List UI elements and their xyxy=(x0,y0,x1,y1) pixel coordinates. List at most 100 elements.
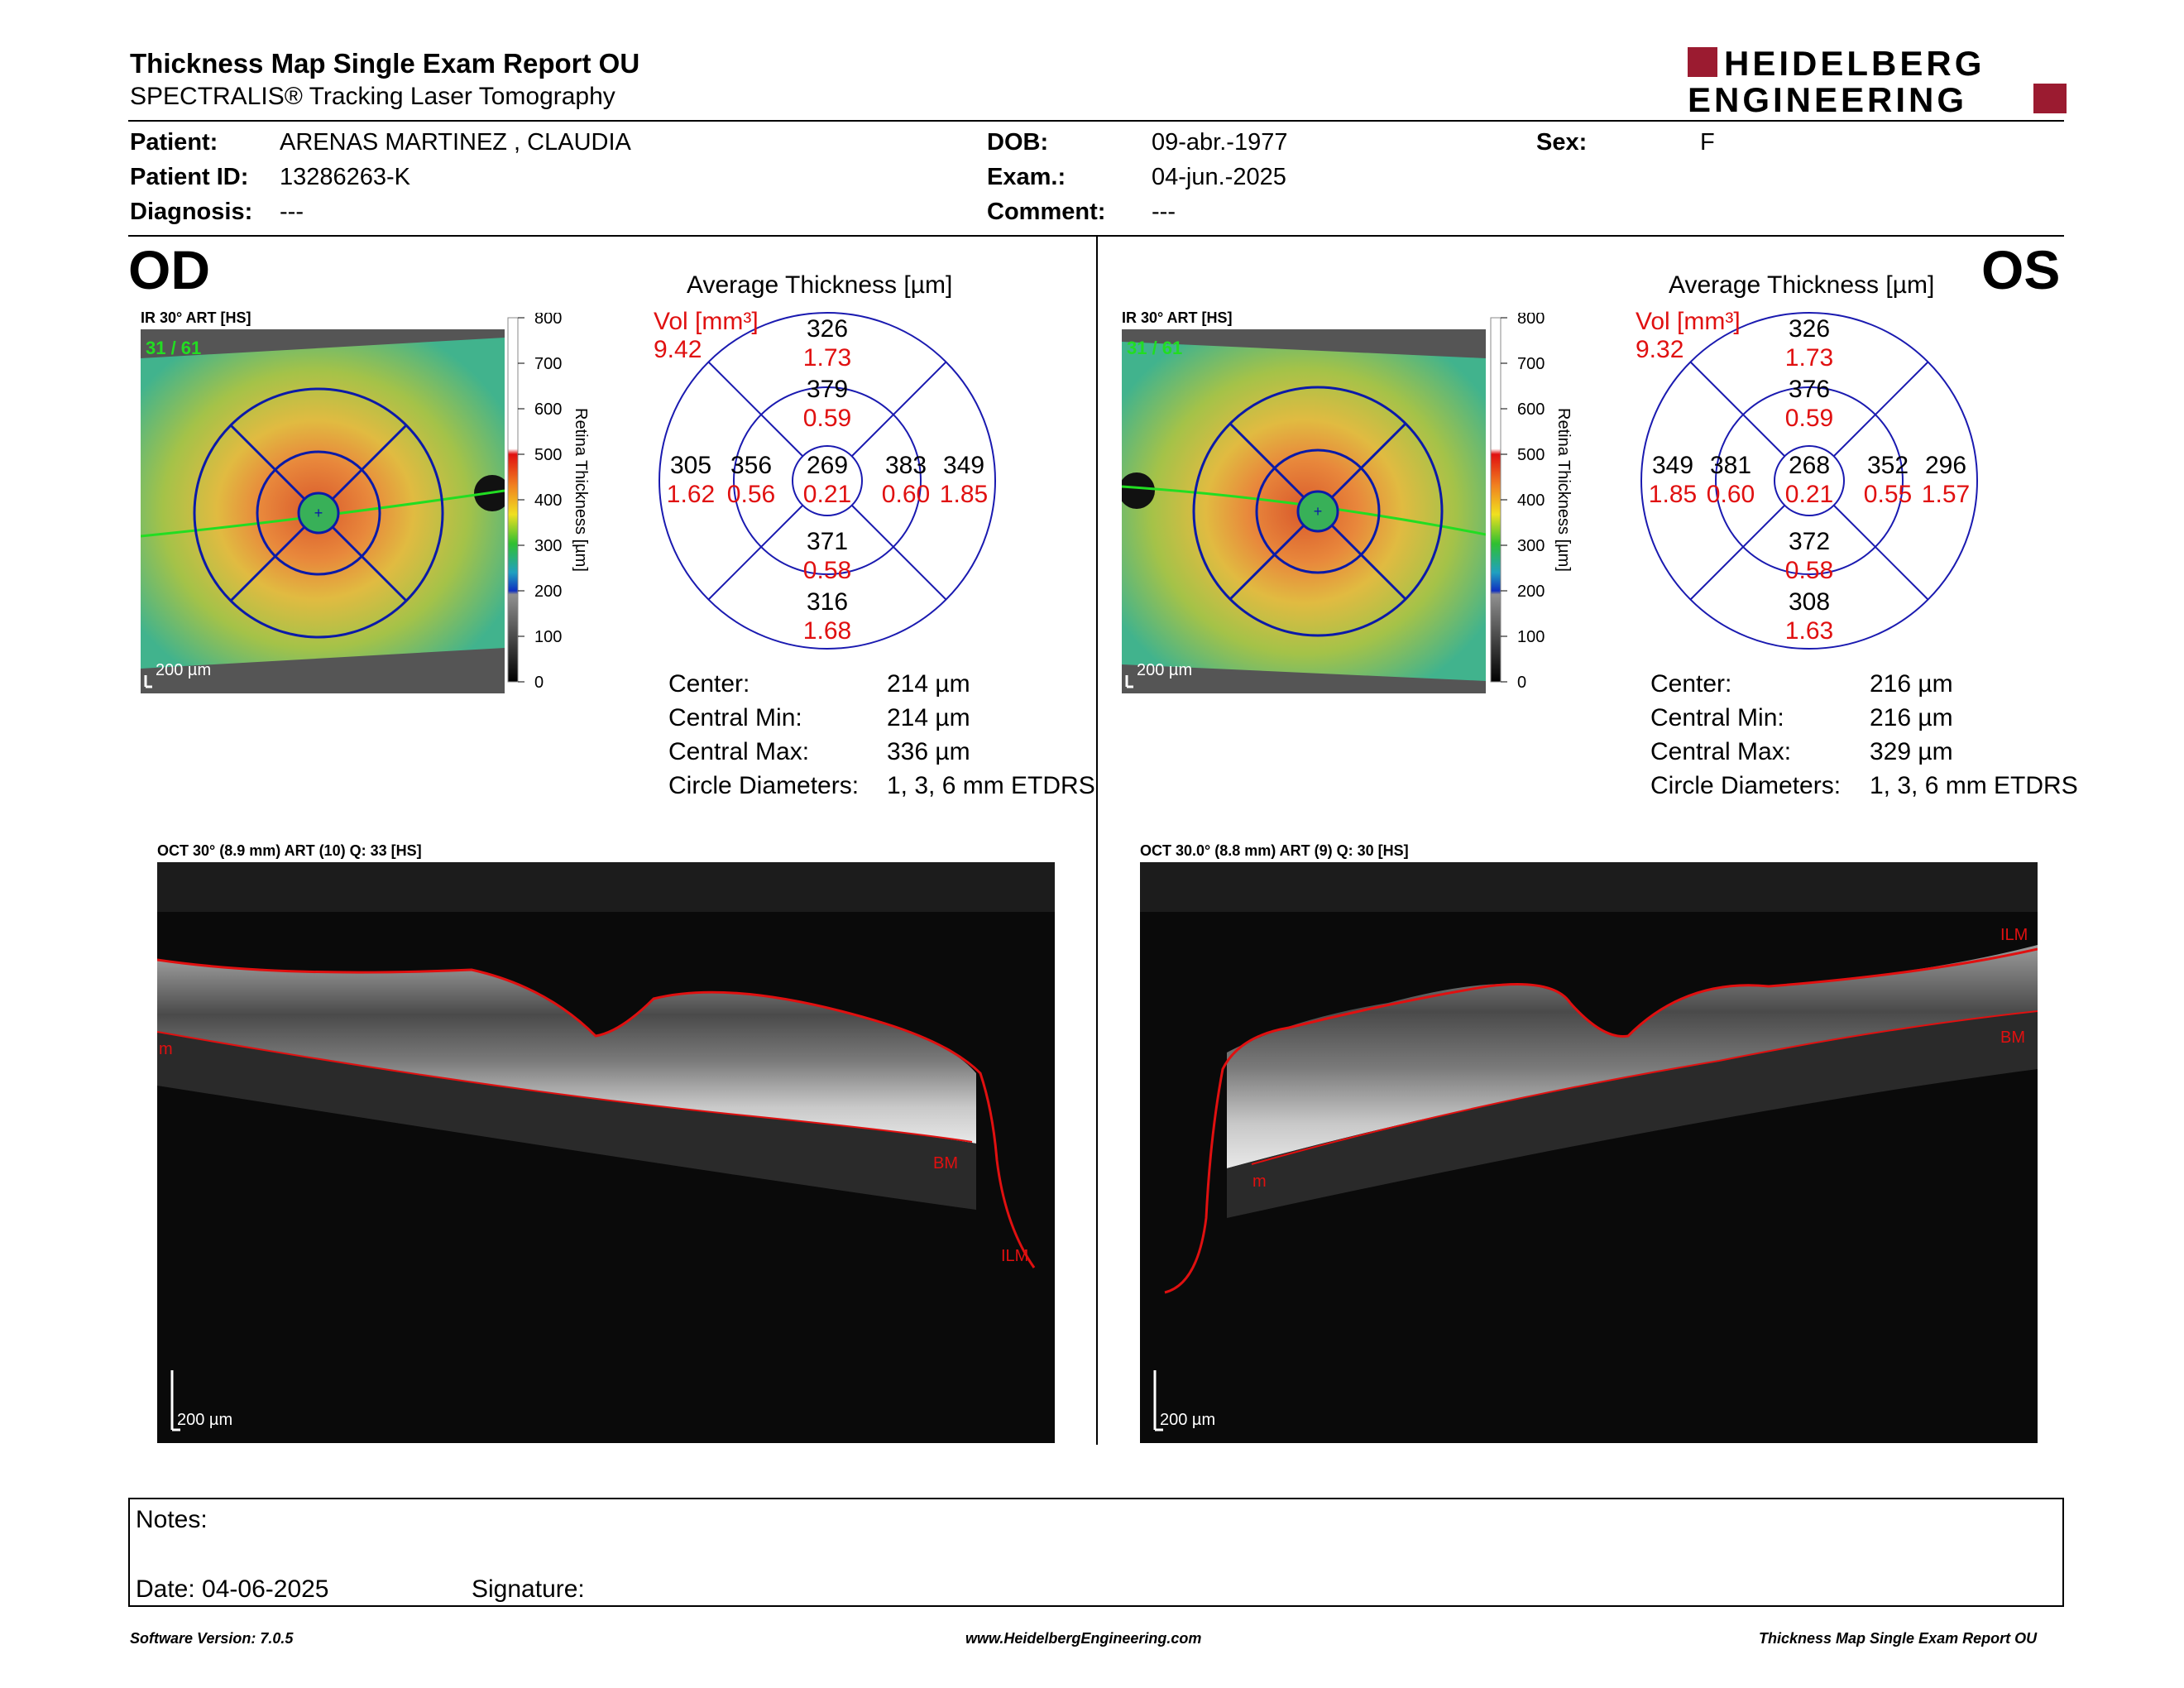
os-oct-bscan: ILM BM m 200 µm xyxy=(1140,862,2038,1443)
od-oct-bm-label: BM xyxy=(933,1154,958,1172)
od-eye-label: OD xyxy=(128,239,210,300)
patient-id: 13286263-K xyxy=(280,164,411,190)
svg-text:1.68: 1.68 xyxy=(803,617,851,645)
svg-text:0.59: 0.59 xyxy=(803,405,851,432)
svg-text:1.85: 1.85 xyxy=(940,481,988,508)
svg-text:200: 200 xyxy=(534,583,562,601)
os-stat-diam-label: Circle Diameters: xyxy=(1650,772,1842,799)
svg-text:308: 308 xyxy=(1789,588,1830,616)
exam-value: 04-jun.-2025 xyxy=(1152,164,1286,190)
notes-label: Notes: xyxy=(136,1506,208,1533)
svg-text:0.21: 0.21 xyxy=(803,481,851,508)
svg-text:352: 352 xyxy=(1867,452,1909,479)
od-etdrs-grid: 326 1.73 379 0.59 305 1.62 356 0.56 269 … xyxy=(659,312,996,650)
report-subtitle: SPECTRALIS® Tracking Laser Tomography xyxy=(130,83,615,110)
os-stat-max-value: 329 µm xyxy=(1870,738,1953,765)
svg-text:316: 316 xyxy=(807,588,848,616)
os-fundus-image: + 31 / 61 200 µm xyxy=(1122,329,1486,693)
footer-report-name: Thickness Map Single Exam Report OU xyxy=(1759,1630,2038,1647)
os-eye-label: OS xyxy=(1981,239,2061,300)
svg-text:1.73: 1.73 xyxy=(803,344,851,372)
os-stat-max-label: Central Max: xyxy=(1650,738,1792,765)
os-stat-min-value: 216 µm xyxy=(1870,704,1953,731)
svg-text:371: 371 xyxy=(807,528,848,555)
svg-text:1.62: 1.62 xyxy=(667,481,715,508)
signature-label: Signature: xyxy=(472,1575,585,1603)
svg-text:269: 269 xyxy=(807,452,848,479)
svg-text:326: 326 xyxy=(807,315,848,343)
footer-website[interactable]: www.HeidelbergEngineering.com xyxy=(965,1630,1202,1647)
svg-text:376: 376 xyxy=(1789,376,1830,403)
patient-id-label: Patient ID: xyxy=(130,164,249,190)
od-stat-min-label: Central Min: xyxy=(668,704,802,731)
os-colorbar: 800 700 600 500 400 300 200 100 0 Retina… xyxy=(1490,313,1573,692)
svg-text:326: 326 xyxy=(1789,315,1830,343)
od-colorbar: 800 700 600 500 400 300 200 100 0 Retina… xyxy=(507,313,590,692)
logo-line1: HEIDELBERG xyxy=(1724,46,1985,83)
od-oct-left-label: m xyxy=(159,1040,173,1058)
svg-text:600: 600 xyxy=(1517,400,1545,419)
os-etdrs-grid: 326 1.73 376 0.59 349 1.85 381 0.60 268 … xyxy=(1640,312,1978,650)
od-fundus-image: + 31 / 61 200 µm xyxy=(141,329,505,693)
sex-label: Sex: xyxy=(1536,129,1588,156)
svg-text:305: 305 xyxy=(670,452,711,479)
os-stat-diam-value: 1, 3, 6 mm ETDRS xyxy=(1870,772,2078,799)
svg-text:0.60: 0.60 xyxy=(882,481,930,508)
svg-text:0.56: 0.56 xyxy=(727,481,775,508)
svg-text:100: 100 xyxy=(534,628,562,646)
os-vol-value: 9.32 xyxy=(1636,336,1684,363)
comment-label: Comment: xyxy=(987,199,1106,225)
od-vol-label: Vol [mm³] xyxy=(654,308,759,335)
svg-text:381: 381 xyxy=(1710,452,1751,479)
svg-text:0.55: 0.55 xyxy=(1864,481,1912,508)
svg-text:349: 349 xyxy=(1652,452,1693,479)
svg-text:0: 0 xyxy=(1517,674,1526,692)
os-scale-label: 200 µm xyxy=(1137,661,1192,679)
dob-label: DOB: xyxy=(987,129,1049,156)
os-oct-left-label: m xyxy=(1252,1172,1267,1191)
os-stat-min-label: Central Min: xyxy=(1650,704,1784,731)
svg-text:700: 700 xyxy=(1517,355,1545,373)
od-stat-max-value: 336 µm xyxy=(887,738,970,765)
svg-text:1.85: 1.85 xyxy=(1649,481,1697,508)
svg-text:0.58: 0.58 xyxy=(1785,557,1833,584)
svg-text:400: 400 xyxy=(1517,492,1545,510)
svg-text:100: 100 xyxy=(1517,628,1545,646)
notes-box xyxy=(128,1498,2064,1607)
os-oct-bm-label: BM xyxy=(2000,1029,2025,1047)
svg-text:0.60: 0.60 xyxy=(1707,481,1755,508)
heidelberg-logo: HEIDELBERG ENGINEERING xyxy=(1688,46,2067,116)
exam-label: Exam.: xyxy=(987,164,1066,190)
svg-text:1.73: 1.73 xyxy=(1785,344,1833,372)
od-oct-bscan: m BM ILM 200 µm xyxy=(157,862,1055,1443)
od-oct-caption: OCT 30° (8.9 mm) ART (10) Q: 33 [HS] xyxy=(157,842,422,859)
svg-text:268: 268 xyxy=(1789,452,1830,479)
svg-text:800: 800 xyxy=(534,313,562,328)
os-vol-label: Vol [mm³] xyxy=(1636,308,1741,335)
od-stat-diam-value: 1, 3, 6 mm ETDRS xyxy=(887,772,1095,799)
date-label: Date: 04-06-2025 xyxy=(136,1575,329,1603)
svg-text:600: 600 xyxy=(534,400,562,419)
od-oct-scale: 200 µm xyxy=(177,1411,232,1429)
os-oct-scale: 200 µm xyxy=(1160,1411,1215,1429)
diagnosis-label: Diagnosis: xyxy=(130,199,253,225)
os-fundus-caption: IR 30° ART [HS] xyxy=(1122,309,1233,326)
diagnosis-value: --- xyxy=(280,199,304,225)
svg-text:296: 296 xyxy=(1925,452,1966,479)
logo-line2: ENGINEERING xyxy=(1688,80,1967,116)
svg-text:700: 700 xyxy=(534,355,562,373)
dob-value: 09-abr.-1977 xyxy=(1152,129,1288,156)
od-stat-center-value: 214 µm xyxy=(887,670,970,698)
svg-text:0.21: 0.21 xyxy=(1785,481,1833,508)
patient-label: Patient: xyxy=(130,129,218,156)
svg-text:0.59: 0.59 xyxy=(1785,405,1833,432)
os-oct-ilm-label: ILM xyxy=(2000,926,2028,944)
od-stat-diam-label: Circle Diameters: xyxy=(668,772,860,799)
od-frame-count: 31 / 61 xyxy=(146,338,201,358)
svg-text:300: 300 xyxy=(534,537,562,555)
svg-text:356: 356 xyxy=(730,452,772,479)
svg-text:0.58: 0.58 xyxy=(803,557,851,584)
svg-text:800: 800 xyxy=(1517,313,1545,328)
od-vol-value: 9.42 xyxy=(654,336,702,363)
svg-text:500: 500 xyxy=(1517,446,1545,464)
